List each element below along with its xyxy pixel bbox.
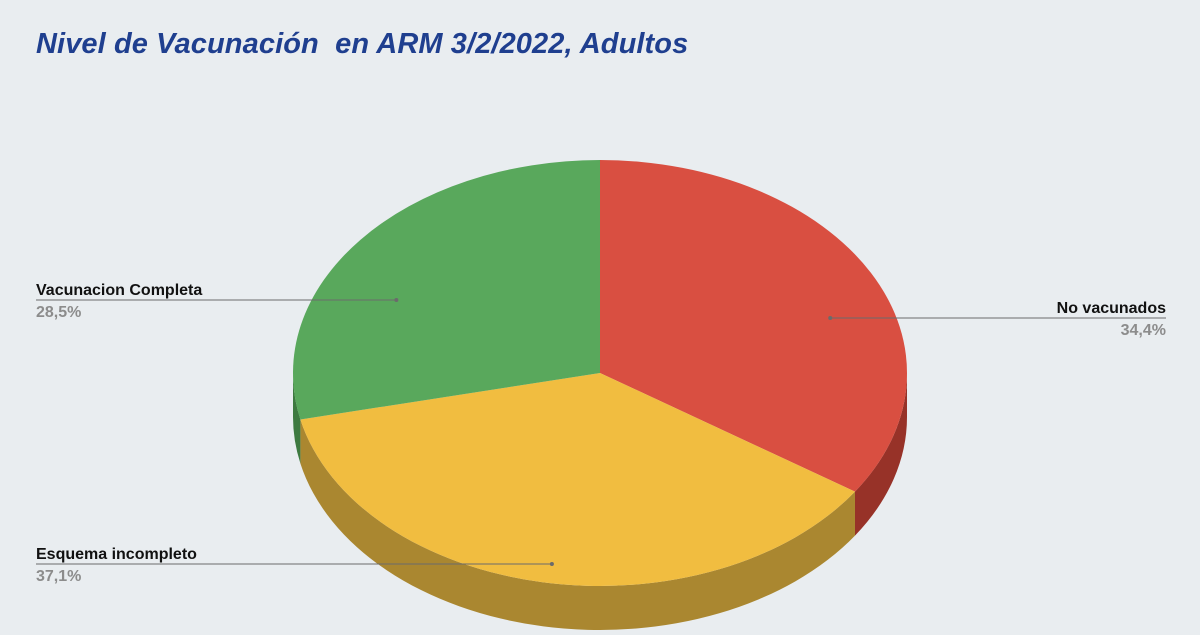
value-label-vacunacion-completa: 28,5% bbox=[36, 304, 81, 321]
pie-side-walls bbox=[293, 373, 907, 630]
pie-slice-no-vacunados bbox=[600, 160, 907, 492]
label-vacunacion-completa: Vacunacion Completa bbox=[36, 282, 202, 299]
leader-dot-no-vacunados bbox=[828, 316, 833, 320]
value-label-esquema-incompleto: 37,1% bbox=[36, 568, 81, 585]
pie-slice-vacunacion-completa bbox=[292, 160, 600, 420]
label-esquema-incompleto: Esquema incompleto bbox=[36, 546, 197, 563]
pie-side-esquema-incompleto bbox=[300, 419, 855, 630]
leader-dot-vacunacion-completa bbox=[394, 298, 399, 302]
label-no-vacunados: No vacunados bbox=[1057, 300, 1166, 317]
pie-top-faces bbox=[292, 160, 907, 586]
pie-slice-esquema-incompleto bbox=[300, 373, 855, 586]
chart-title: Nivel de Vacunación en ARM 3/2/2022, Adu… bbox=[36, 28, 689, 60]
value-label-no-vacunados: 34,4% bbox=[1121, 322, 1166, 339]
pie-side-vacunacion-completa bbox=[293, 373, 301, 464]
leader-dot-esquema-incompleto bbox=[549, 562, 554, 566]
pie-labels: No vacunados 34,4% Esquema incompleto 37,1%… bbox=[36, 282, 1166, 585]
pie-side-no-vacunados bbox=[854, 373, 907, 536]
